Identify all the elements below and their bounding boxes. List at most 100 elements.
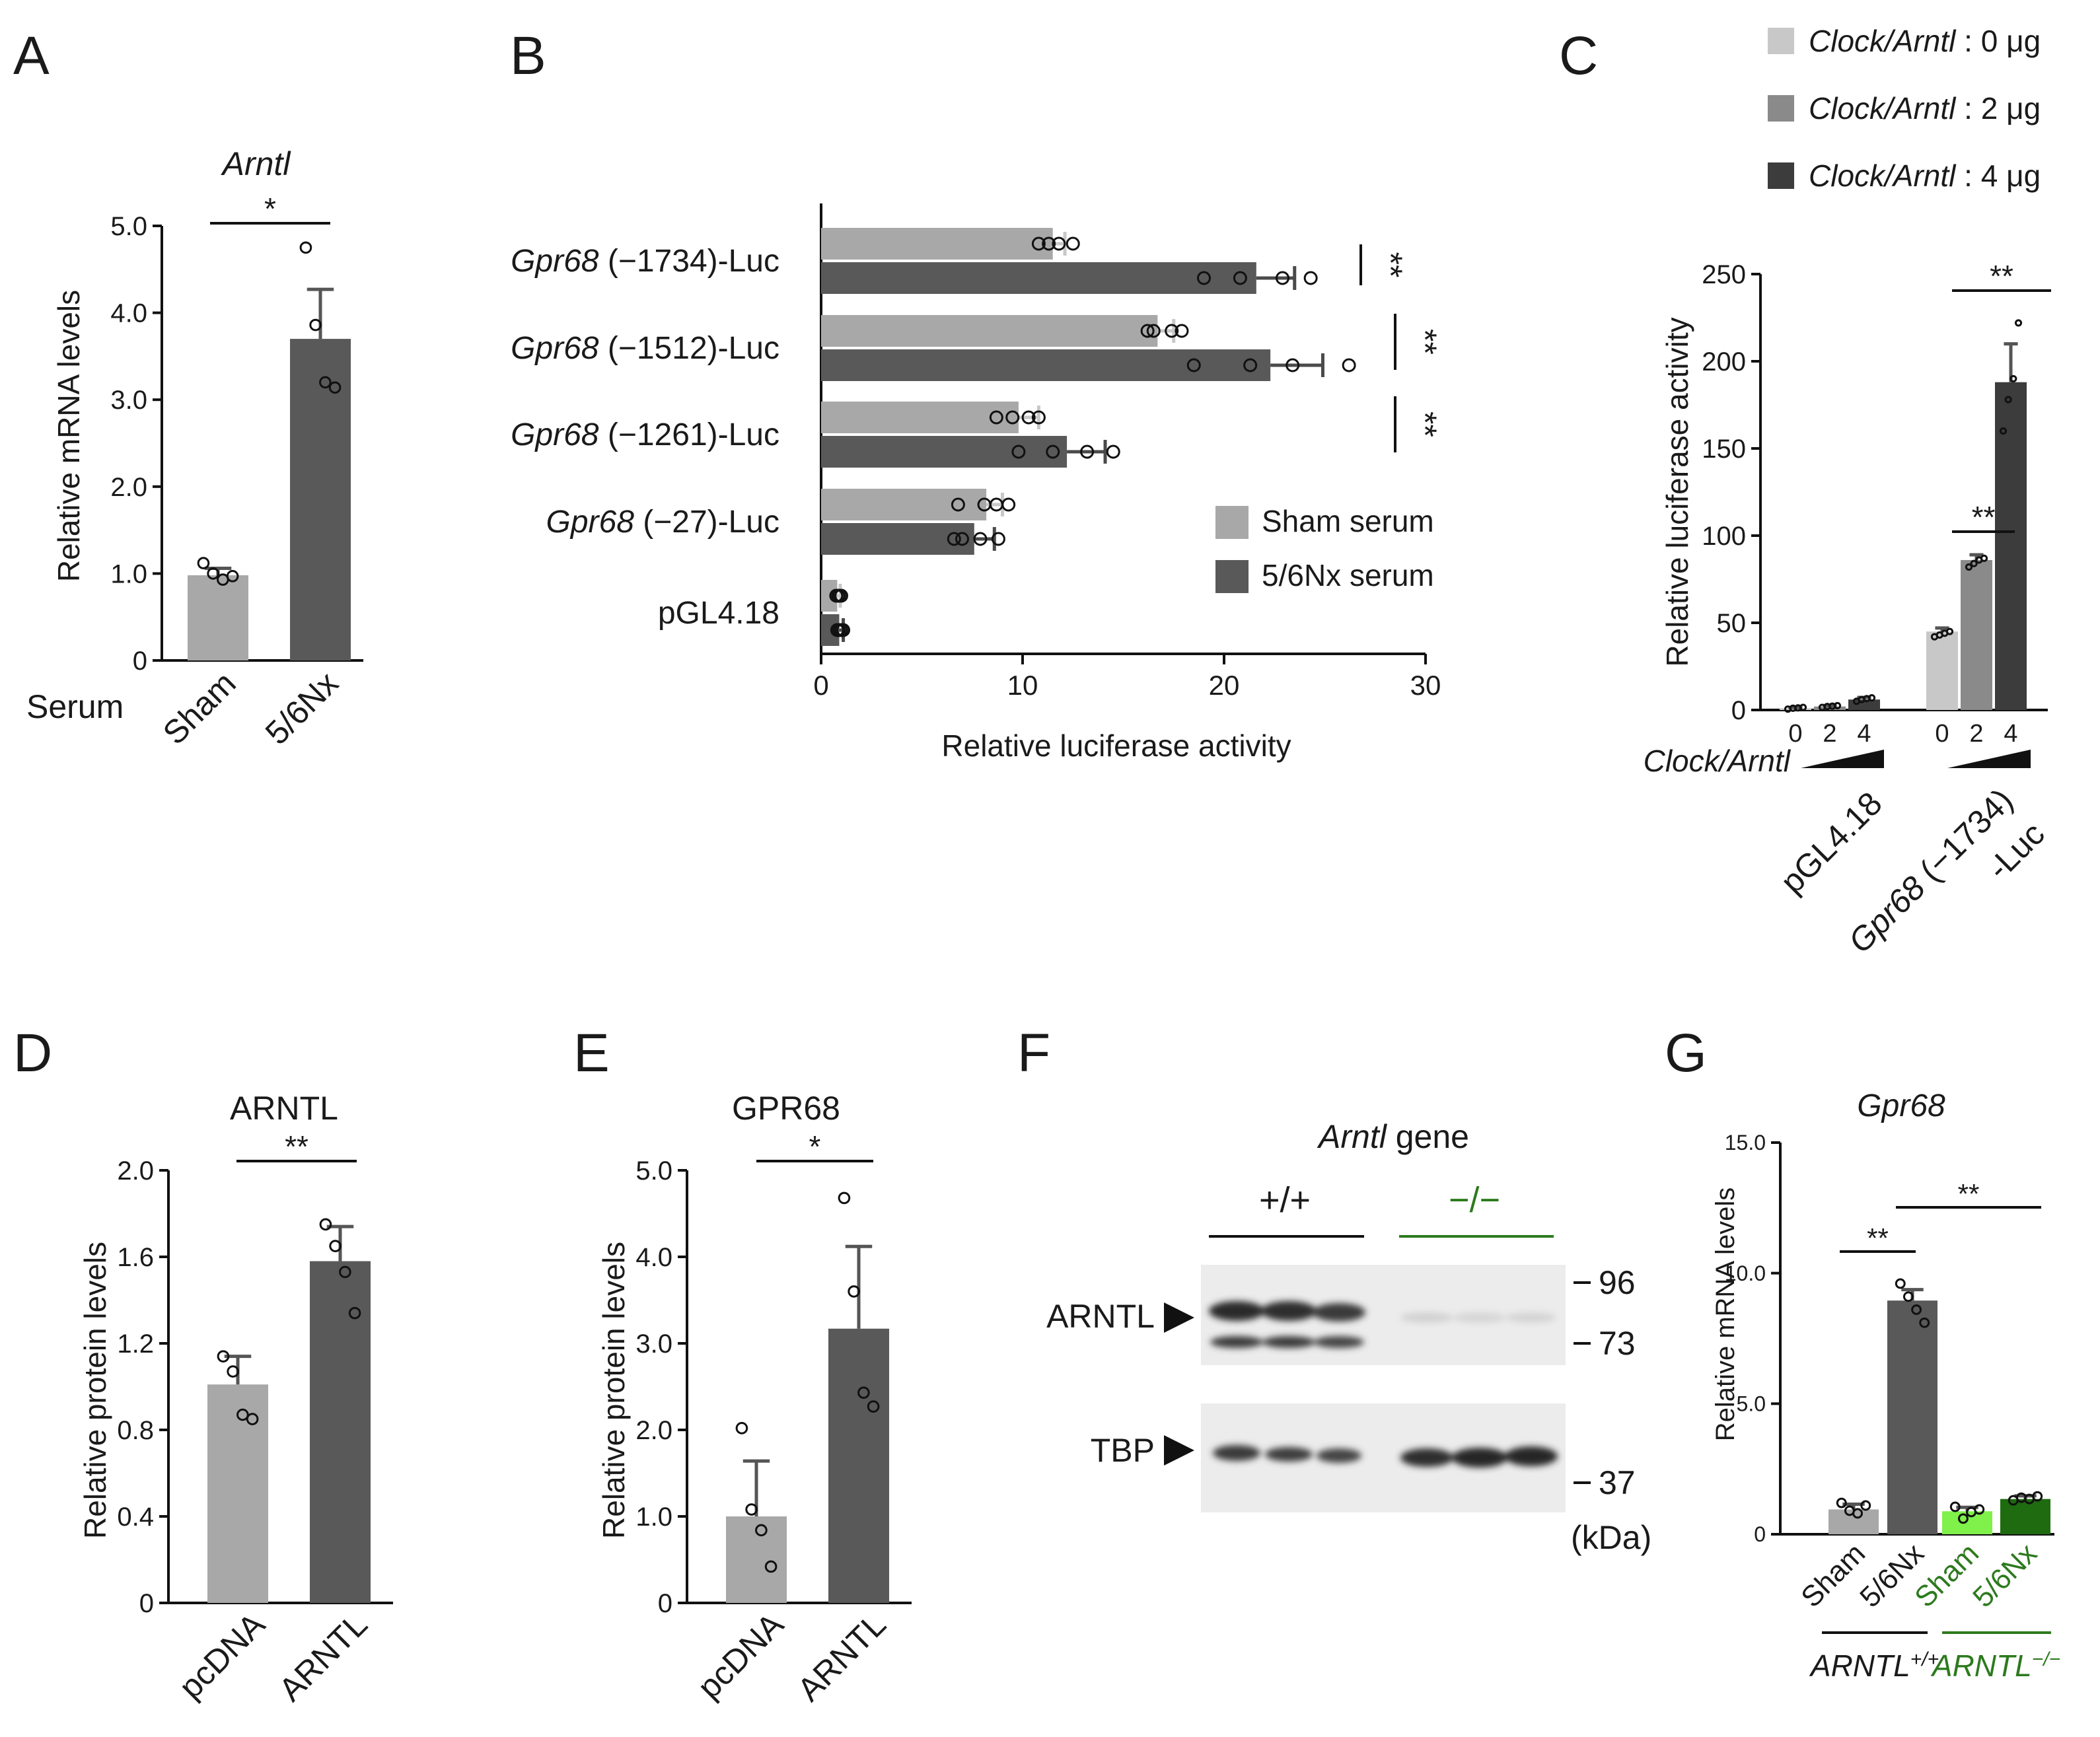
panel-b-data-point xyxy=(1197,271,1211,285)
panel-e-arntl-bar xyxy=(828,1328,889,1603)
legend-swatch-dose-4 xyxy=(1768,162,1794,189)
panel-c: Clock/Arntl : 0 μg Clock/Arntl : 2 μg Cl… xyxy=(1644,24,2052,960)
panel-d-y-tick-label: 1.6 xyxy=(117,1243,154,1272)
panel-c-group2-dose4-bar xyxy=(1995,382,2027,710)
panel-c-sig-label: ** xyxy=(1990,259,2013,293)
panel-a-y-tick-label: 2.0 xyxy=(110,473,147,502)
panel-g-sig-label: ** xyxy=(1867,1223,1889,1254)
panel-b-category-construct: (−1734)-Luc xyxy=(599,244,780,279)
panel-d-y-tick-label: 0.8 xyxy=(117,1416,154,1445)
panel-a-sham-data-point xyxy=(197,557,210,569)
panel-b-data-point xyxy=(1165,324,1179,338)
panel-e-pcdna-data-point xyxy=(764,1560,778,1573)
panel-a-category-label: Sham xyxy=(156,664,243,752)
panel-b-category-construct: (−1512)-Luc xyxy=(599,331,780,366)
panel-b-data-point xyxy=(1080,444,1095,459)
panel-e-y-tick-label: 5.0 xyxy=(635,1156,672,1186)
panel-b-x-tick-label: 30 xyxy=(1410,670,1441,701)
panel-b-sham-bar xyxy=(821,402,1019,433)
panel-g-bar-3-data-point xyxy=(1957,1513,1969,1524)
panel-b-data-point xyxy=(1275,271,1289,285)
panel-a-y-tick-label: 4.0 xyxy=(110,299,147,328)
panel-e-y-tick-label: 1.0 xyxy=(635,1503,672,1532)
panel-g-bar-2-data-point xyxy=(1919,1317,1930,1328)
panel-g-bar-1-data-point xyxy=(1860,1500,1871,1511)
panel-d-arntl-bar xyxy=(310,1261,371,1603)
panel-a-sham-data-point xyxy=(207,567,219,580)
panel-b-sham-bar xyxy=(821,489,987,520)
panel-g-y-tick-label: 15.0 xyxy=(1725,1131,1766,1154)
panel-d-y-tick-label: 0.4 xyxy=(117,1503,154,1532)
panel-g-y-tick-label: 5.0 xyxy=(1737,1392,1766,1416)
panel-c-y-tick-label: 50 xyxy=(1717,609,1747,638)
panel-b-category-label: Gpr68 (−1261)-Luc xyxy=(511,417,779,452)
panel-g-bar-3-data-point xyxy=(1949,1501,1961,1512)
tbp-band xyxy=(1505,1446,1558,1466)
panel-c-group2-dose0-bar xyxy=(1926,631,1958,710)
tbp-arrow-icon xyxy=(1164,1435,1194,1466)
panel-b-data-point xyxy=(1031,410,1046,425)
panel-g-bar-2-bar xyxy=(1887,1300,1937,1534)
legend-label-sham-serum: Sham serum xyxy=(1262,504,1434,538)
panel-g-title: Gpr68 xyxy=(1857,1088,1945,1123)
panel-b-data-point xyxy=(1146,324,1161,338)
panel-d-ylabel: Relative protein levels xyxy=(78,1242,112,1539)
panel-c-dose-wedge-icon xyxy=(1947,750,2031,768)
panel-c-group2-dose2-data-point xyxy=(1980,554,1988,562)
panel-letter-b: B xyxy=(510,26,546,86)
panel-d-category-label: ARNTL xyxy=(272,1606,375,1709)
panel-b-data-point xyxy=(1011,444,1026,459)
panel-f-western-blot: Arntl gene +/+ −/− ARNTL TBP xyxy=(1046,1118,1651,1556)
panel-b-data-point xyxy=(1175,324,1189,338)
panel-c-y-tick-label: 150 xyxy=(1702,435,1746,464)
panel-c-group2-dose2-bar xyxy=(1961,559,1992,710)
arntl-band-lower xyxy=(1314,1336,1364,1348)
panel-e-arntl-data-point xyxy=(857,1386,870,1399)
panel-g-bar-1-data-point xyxy=(1852,1508,1864,1519)
panel-b-xlabel: Relative luciferase activity xyxy=(941,728,1291,763)
panel-a-y-tick-label: 0 xyxy=(133,647,147,676)
panel-b-category-gene: Gpr68 xyxy=(511,417,599,452)
panel-e-pcdna-data-point xyxy=(745,1503,758,1516)
panel-e-pcdna-data-point xyxy=(755,1524,768,1537)
arntl-band-faint xyxy=(1453,1312,1506,1323)
panel-e-category-label: ARNTL xyxy=(790,1606,893,1709)
panel-g: Gpr68 Relative mRNA levels ARNTL+/+ ARNT… xyxy=(1711,1088,2060,1683)
panel-c-group1-dose4-data-point xyxy=(1867,693,1876,702)
legend-label-dose-4: Clock/Arntl : 4 μg xyxy=(1809,159,2041,193)
panel-c-y-tick-label: 200 xyxy=(1702,347,1746,376)
arntl-band-lower xyxy=(1262,1336,1315,1348)
arntl-band-upper xyxy=(1209,1301,1264,1321)
panel-a-group-label: Serum xyxy=(26,688,124,725)
legend-label-dose-0: Clock/Arntl : 0 μg xyxy=(1809,24,2041,58)
marker-73: 73 xyxy=(1599,1325,1636,1362)
panel-b-data-point xyxy=(1303,271,1318,285)
tbp-band xyxy=(1213,1445,1260,1461)
panel-c-group2-dose4-data-point xyxy=(2004,396,2012,404)
panel-a-ylabel: Relative mRNA levels xyxy=(52,290,86,582)
panel-d-y-tick-label: 1.2 xyxy=(117,1329,154,1359)
blot-arntl-bands xyxy=(1209,1301,1556,1348)
genotype-wt-label: ARNTL+/+ xyxy=(1809,1648,1939,1684)
panel-c-group1-dose2-data-point xyxy=(1833,701,1842,709)
tbp-band xyxy=(1317,1448,1361,1463)
panel-e-sig-label: * xyxy=(809,1129,821,1164)
panel-g-bar-3-data-point xyxy=(1974,1504,1985,1515)
marker-96: 96 xyxy=(1599,1264,1636,1301)
panel-e-arntl-data-point xyxy=(867,1400,880,1413)
panel-e-ylabel: Relative protein levels xyxy=(597,1242,631,1539)
panel-c-group-label: Clock/Arntl xyxy=(1644,744,1792,778)
tbp-band xyxy=(1452,1448,1507,1468)
panel-b-category-construct: (−27)-Luc xyxy=(634,505,779,540)
panel-letter-g: G xyxy=(1665,1023,1707,1083)
panel-g-sig-label: ** xyxy=(1958,1178,1980,1209)
tbp-band xyxy=(1400,1448,1453,1467)
panel-b-category-construct: (−1261)-Luc xyxy=(599,417,780,452)
panel-b-data-point xyxy=(1021,410,1036,425)
panel-d-pcdna-data-point xyxy=(227,1365,239,1378)
arntl-arrow-icon xyxy=(1164,1302,1194,1333)
panel-b-data-point xyxy=(1106,444,1120,459)
panel-g-bar-4-data-point xyxy=(2032,1491,2043,1502)
legend-swatch-sham-serum xyxy=(1215,506,1249,539)
panel-a-y-tick-label: 3.0 xyxy=(110,386,147,415)
